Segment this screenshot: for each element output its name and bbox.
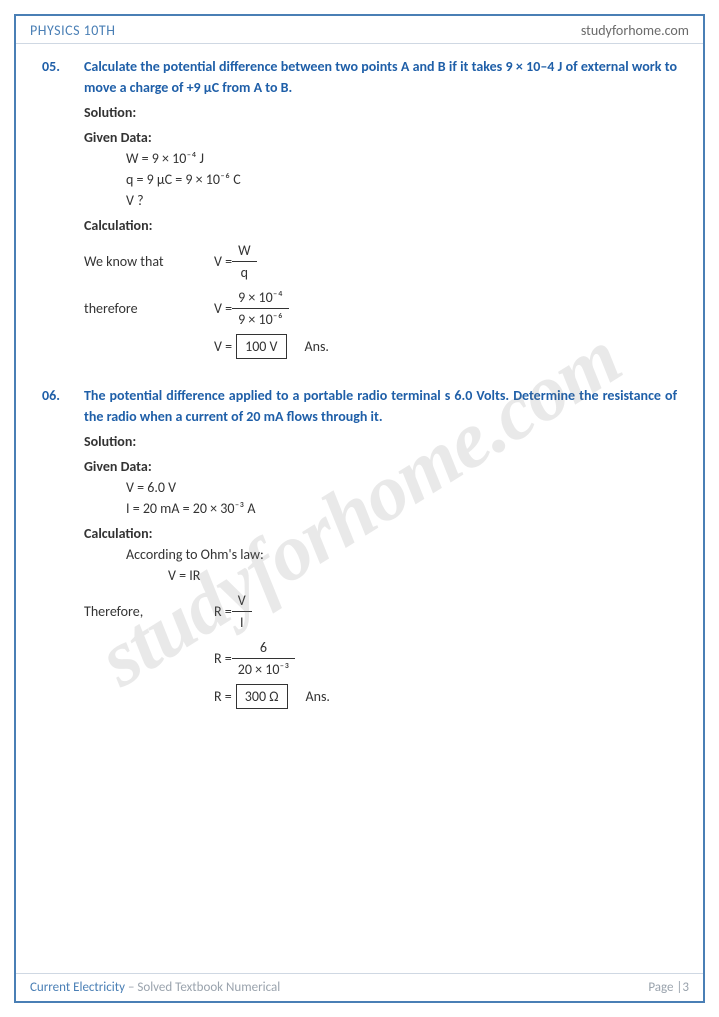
fraction-numerator: 6 (232, 637, 295, 658)
equation-row: Therefore, R = V I (84, 590, 677, 633)
page-frame: PHYSICS 10TH studyforhome.com studyforho… (14, 14, 705, 1003)
fraction: 9 × 10⁻⁴ 9 × 10⁻⁶ (232, 287, 289, 330)
page-header: PHYSICS 10TH studyforhome.com (16, 16, 703, 44)
footer-page-number: 3 (682, 980, 689, 995)
answer-label: Ans. (306, 686, 330, 707)
equation-lead: therefore (84, 298, 214, 319)
page-content: 05. Calculate the potential difference b… (16, 44, 703, 709)
footer-sep: – (125, 980, 137, 995)
equation-lhs: V = (214, 251, 232, 272)
question-text: Calculate the potential difference betwe… (84, 56, 677, 98)
equation-lhs: R = (214, 686, 232, 707)
footer-right: Page |3 (648, 980, 689, 995)
calculation-label: Calculation: (84, 523, 677, 544)
given-data-label: Given Data: (84, 127, 677, 148)
equation-lead: We know that (84, 251, 214, 272)
calc-equation: V = IR (168, 565, 677, 586)
question-number: 06. (42, 385, 84, 427)
footer-chapter: Current Electricity (30, 980, 125, 995)
calc-intro: According to Ohm's law: (126, 544, 677, 565)
fraction-numerator: W (232, 240, 256, 261)
fraction-numerator: 9 × 10⁻⁴ (232, 287, 289, 308)
equation-lhs: R = (214, 648, 232, 669)
given-line: I = 20 mA = 20 × 30⁻³ A (126, 498, 677, 519)
equation-lead: Therefore, (84, 601, 214, 622)
header-subject: PHYSICS 10TH (30, 22, 115, 39)
solution-label: Solution: (84, 431, 677, 452)
fraction: 6 20 × 10⁻³ (232, 637, 295, 680)
equation-lhs: V = (214, 336, 232, 357)
footer-subtitle: Solved Textbook Numerical (137, 980, 280, 995)
equation-row: R = 6 20 × 10⁻³ (84, 637, 677, 680)
equation-lhs: R = (214, 601, 232, 622)
fraction: W q (232, 240, 256, 283)
answer-label: Ans. (305, 336, 329, 357)
equation-row: V = 100 V Ans. (84, 334, 677, 359)
fraction-numerator: V (232, 590, 252, 611)
problem-05: 05. Calculate the potential difference b… (42, 56, 677, 359)
equation-row: R = 300 Ω Ans. (84, 684, 677, 709)
solution-label: Solution: (84, 102, 677, 123)
question-text: The potential difference applied to a po… (84, 385, 677, 427)
fraction-denominator: 9 × 10⁻⁶ (232, 308, 289, 330)
fraction-denominator: I (232, 611, 252, 633)
given-data-label: Given Data: (84, 456, 677, 477)
given-line: V = 6.0 V (126, 477, 677, 498)
header-site: studyforhome.com (581, 22, 689, 39)
given-line: V ? (126, 190, 677, 211)
equation-lhs: V = (214, 298, 232, 319)
question-number: 05. (42, 56, 84, 98)
given-line: q = 9 µC = 9 × 10⁻⁶ C (126, 169, 677, 190)
answer-box: 100 V (236, 334, 286, 359)
fraction-denominator: q (232, 261, 256, 283)
answer-box: 300 Ω (236, 684, 288, 709)
footer-left: Current Electricity – Solved Textbook Nu… (30, 980, 280, 995)
equation-row: therefore V = 9 × 10⁻⁴ 9 × 10⁻⁶ (84, 287, 677, 330)
footer-page-label: Page | (648, 980, 682, 995)
problem-06: 06. The potential difference applied to … (42, 385, 677, 709)
given-line: W = 9 × 10⁻⁴ J (126, 148, 677, 169)
fraction-denominator: 20 × 10⁻³ (232, 658, 295, 680)
equation-row: We know that V = W q (84, 240, 677, 283)
fraction: V I (232, 590, 252, 633)
page-footer: Current Electricity – Solved Textbook Nu… (16, 973, 703, 1001)
calculation-label: Calculation: (84, 215, 677, 236)
